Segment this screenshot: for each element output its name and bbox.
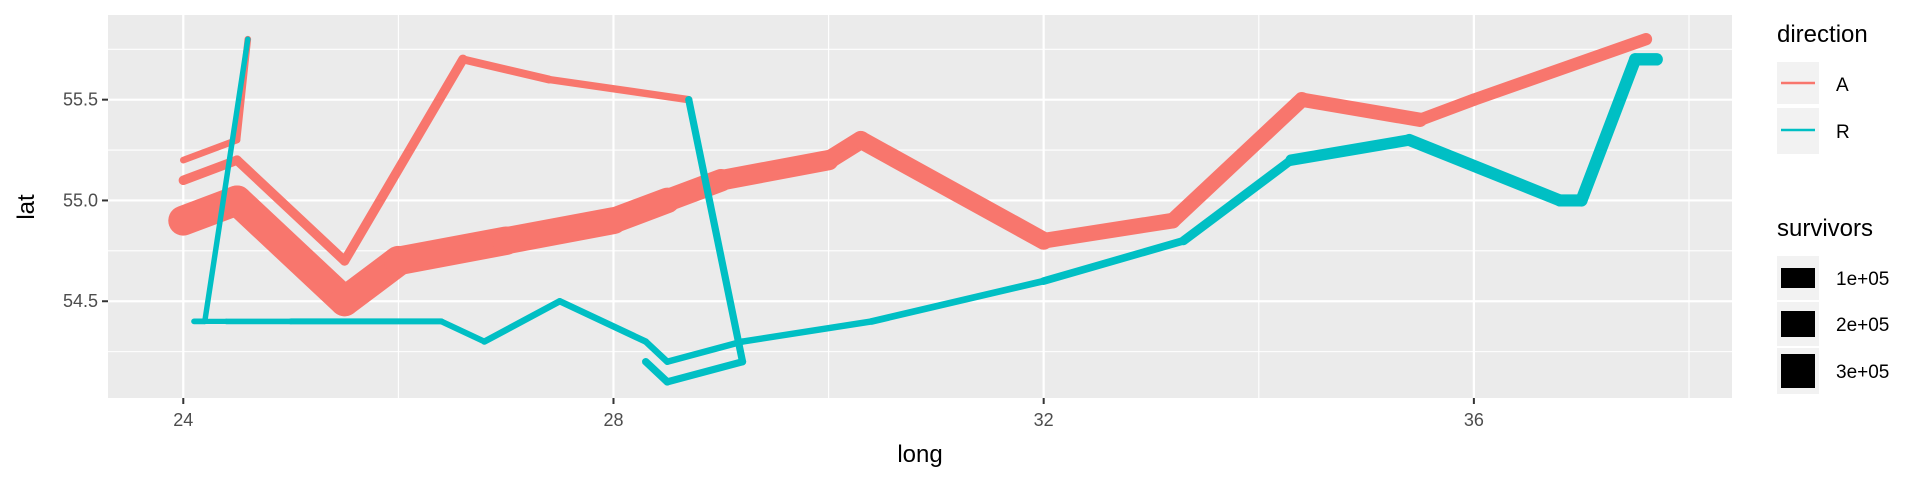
y-tick-label: 54.5 bbox=[63, 291, 98, 311]
series-A-2 bbox=[178, 54, 693, 266]
path-segment bbox=[384, 226, 521, 276]
x-tick-label: 24 bbox=[173, 410, 193, 430]
legend-key-1e05-swatch bbox=[1781, 268, 1815, 288]
legend-direction-title: direction bbox=[1777, 21, 1868, 48]
path-segment bbox=[685, 96, 747, 366]
legend-label-2e05: 2e+05 bbox=[1836, 315, 1889, 336]
y-axis-title: lat bbox=[13, 194, 40, 220]
x-axis: 24 28 32 36 bbox=[173, 398, 1484, 430]
y-axis: 54.5 55.0 55.5 bbox=[63, 90, 108, 311]
path-segment bbox=[1413, 93, 1481, 126]
path-segment bbox=[1467, 33, 1653, 106]
path-segment bbox=[1039, 236, 1188, 285]
path-segment bbox=[1575, 53, 1642, 207]
path-segment bbox=[642, 338, 671, 365]
grid-minor bbox=[108, 15, 1732, 398]
path-segment bbox=[438, 318, 488, 345]
legend-label-1e05: 1e+05 bbox=[1836, 269, 1889, 290]
x-axis-title: long bbox=[897, 441, 942, 468]
path-segment bbox=[232, 155, 350, 266]
path-segment bbox=[739, 318, 875, 345]
path-segment bbox=[481, 298, 563, 345]
path-segment bbox=[492, 207, 628, 255]
x-tick-label: 28 bbox=[603, 410, 623, 430]
legend-key-2e05-swatch bbox=[1781, 311, 1815, 337]
y-tick-label: 55.5 bbox=[63, 90, 98, 110]
series-R-3 bbox=[202, 36, 251, 325]
x-tick-label: 36 bbox=[1464, 410, 1484, 430]
path-segment bbox=[458, 55, 553, 84]
path-segment bbox=[663, 358, 747, 386]
path-segment bbox=[202, 36, 251, 325]
legend-survivors: survivors 1e+05 2e+05 3e+05 bbox=[1777, 215, 1889, 394]
path-segment bbox=[1294, 92, 1428, 127]
path-segment bbox=[556, 298, 649, 345]
path-segment bbox=[710, 149, 839, 191]
path-segment bbox=[664, 338, 746, 365]
path-segment bbox=[179, 136, 241, 164]
legend-survivors-title: survivors bbox=[1777, 215, 1873, 242]
path-segment bbox=[339, 54, 468, 266]
path-segment bbox=[1403, 133, 1566, 207]
path-segment bbox=[1165, 92, 1310, 229]
data-paths bbox=[168, 33, 1663, 386]
legend-label-r: R bbox=[1836, 122, 1850, 143]
path-segment bbox=[642, 358, 671, 386]
legend-direction: direction A R bbox=[1777, 21, 1868, 154]
legend-label-3e05: 3e+05 bbox=[1836, 362, 1889, 383]
path-segment bbox=[1178, 155, 1296, 246]
plot-panel bbox=[108, 15, 1732, 398]
path-segment bbox=[851, 131, 1053, 250]
path-segment bbox=[545, 75, 693, 104]
series-A-1 bbox=[168, 33, 1653, 317]
path-segment bbox=[222, 185, 360, 317]
series-R-1 bbox=[191, 53, 1663, 365]
path-segment bbox=[1035, 212, 1181, 249]
path-segment bbox=[1285, 134, 1416, 166]
legend-label-a: A bbox=[1836, 75, 1849, 96]
legend-key-3e05-swatch bbox=[1781, 354, 1815, 388]
y-tick-label: 55.0 bbox=[63, 190, 98, 210]
series-R-2 bbox=[642, 96, 747, 386]
path-segment bbox=[868, 277, 1048, 325]
x-tick-label: 32 bbox=[1034, 410, 1054, 430]
